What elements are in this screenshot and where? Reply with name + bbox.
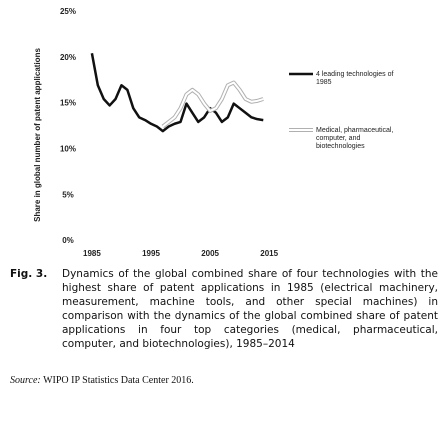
x-tick-label: 1995 [142,249,160,258]
series-line [90,52,264,133]
y-tick-label: 5% [62,190,74,199]
x-tick-label: 2015 [260,249,278,258]
legend-label: Medical, pharmaceutical, computer, and b… [316,127,394,150]
y-tick-label: 15% [60,99,76,108]
y-tick-label: 25% [60,7,76,16]
chart: Share in global number of patent applica… [33,7,313,258]
caption: Fig. 3. Dynamics of the global combined s… [10,267,438,351]
caption-label: Fig. 3. [10,268,48,280]
source-text: WIPO IP Statistics Data Center 2016. [43,375,194,386]
x-tick-label: 1985 [83,249,101,258]
caption-text: Dynamics of the global combined share of… [62,268,438,350]
source: Source: WIPO IP Statistics Data Center 2… [10,375,194,386]
legend-label: 4 leading technologies of 1985 [316,71,394,86]
source-label: Source: [10,375,41,386]
y-tick-label: 20% [60,53,76,62]
series-line-outline [161,80,264,129]
x-tick-label: 2005 [201,249,219,258]
y-axis-label: Share in global number of patent applica… [33,48,42,222]
y-tick-label: 0% [62,236,74,245]
series-line [162,81,264,128]
y-tick-label: 10% [60,145,76,154]
